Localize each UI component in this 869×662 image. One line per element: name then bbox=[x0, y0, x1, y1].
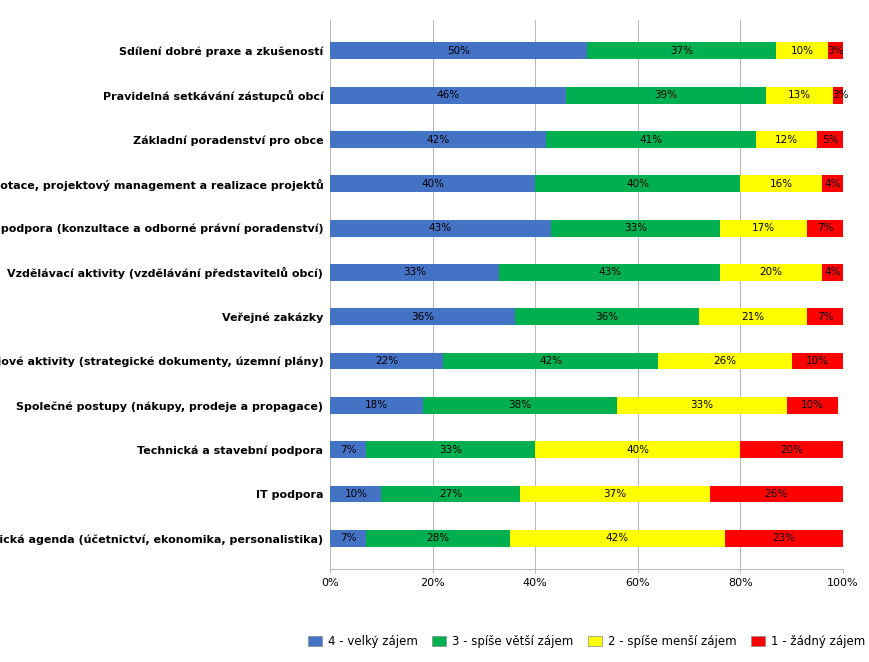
Bar bbox=[514, 308, 700, 325]
Bar bbox=[443, 353, 659, 369]
Text: 7%: 7% bbox=[340, 445, 356, 455]
Bar bbox=[776, 42, 827, 60]
Text: 42%: 42% bbox=[539, 356, 562, 366]
Bar bbox=[833, 87, 848, 104]
Bar bbox=[786, 397, 838, 414]
Bar bbox=[822, 264, 843, 281]
Bar bbox=[766, 87, 833, 104]
Text: 38%: 38% bbox=[508, 401, 532, 410]
Bar bbox=[330, 220, 551, 236]
Bar bbox=[587, 42, 776, 60]
Text: 7%: 7% bbox=[817, 312, 833, 322]
Text: 3%: 3% bbox=[827, 46, 844, 56]
Text: 43%: 43% bbox=[598, 267, 621, 277]
Text: 10%: 10% bbox=[806, 356, 829, 366]
Text: 46%: 46% bbox=[436, 90, 460, 100]
Bar bbox=[700, 308, 807, 325]
Bar bbox=[551, 220, 720, 236]
Bar bbox=[330, 308, 514, 325]
Text: 37%: 37% bbox=[603, 489, 627, 499]
Text: 27%: 27% bbox=[439, 489, 462, 499]
Bar bbox=[827, 42, 843, 60]
Bar bbox=[659, 353, 792, 369]
Text: 10%: 10% bbox=[344, 489, 368, 499]
Text: 7%: 7% bbox=[817, 223, 833, 233]
Bar bbox=[740, 175, 822, 192]
Bar bbox=[330, 175, 535, 192]
Text: 33%: 33% bbox=[403, 267, 427, 277]
Text: 10%: 10% bbox=[800, 401, 824, 410]
Text: 33%: 33% bbox=[690, 401, 713, 410]
Text: 17%: 17% bbox=[752, 223, 775, 233]
Bar bbox=[500, 264, 720, 281]
Text: 13%: 13% bbox=[788, 90, 811, 100]
Bar bbox=[330, 397, 422, 414]
Bar bbox=[807, 220, 843, 236]
Text: 41%: 41% bbox=[639, 134, 662, 144]
Bar bbox=[535, 442, 740, 458]
Bar bbox=[740, 442, 843, 458]
Bar bbox=[330, 485, 381, 502]
Bar bbox=[330, 131, 546, 148]
Text: 36%: 36% bbox=[411, 312, 434, 322]
Bar bbox=[509, 530, 725, 547]
Text: 7%: 7% bbox=[340, 534, 356, 544]
Text: 16%: 16% bbox=[770, 179, 793, 189]
Bar bbox=[792, 353, 843, 369]
Bar bbox=[756, 131, 817, 148]
Bar bbox=[566, 87, 766, 104]
Bar bbox=[330, 264, 500, 281]
Bar bbox=[807, 308, 843, 325]
Text: 33%: 33% bbox=[439, 445, 462, 455]
Bar bbox=[330, 87, 566, 104]
Text: 4%: 4% bbox=[825, 179, 841, 189]
Bar bbox=[520, 485, 710, 502]
Bar bbox=[381, 485, 520, 502]
Bar bbox=[546, 131, 756, 148]
Text: 12%: 12% bbox=[775, 134, 798, 144]
Text: 40%: 40% bbox=[627, 445, 649, 455]
Text: 28%: 28% bbox=[427, 534, 449, 544]
Text: 5%: 5% bbox=[822, 134, 839, 144]
Text: 33%: 33% bbox=[624, 223, 647, 233]
Legend: 4 - velký zájem, 3 - spíše větší zájem, 2 - spíše menší zájem, 1 - žádný zájem: 4 - velký zájem, 3 - spíše větší zájem, … bbox=[303, 630, 869, 653]
Text: 23%: 23% bbox=[773, 534, 795, 544]
Bar bbox=[817, 131, 843, 148]
Text: 43%: 43% bbox=[429, 223, 452, 233]
Text: 10%: 10% bbox=[791, 46, 813, 56]
Bar bbox=[330, 442, 366, 458]
Bar bbox=[720, 264, 822, 281]
Bar bbox=[330, 353, 443, 369]
Bar bbox=[617, 397, 786, 414]
Bar bbox=[366, 442, 535, 458]
Bar bbox=[422, 397, 617, 414]
Text: 20%: 20% bbox=[760, 267, 783, 277]
Text: 39%: 39% bbox=[654, 90, 678, 100]
Text: 40%: 40% bbox=[421, 179, 444, 189]
Text: 22%: 22% bbox=[375, 356, 398, 366]
Bar bbox=[710, 485, 843, 502]
Bar bbox=[330, 530, 366, 547]
Bar bbox=[822, 175, 843, 192]
Text: 4%: 4% bbox=[825, 267, 841, 277]
Text: 40%: 40% bbox=[627, 179, 649, 189]
Bar bbox=[366, 530, 509, 547]
Text: 50%: 50% bbox=[447, 46, 470, 56]
Text: 26%: 26% bbox=[765, 489, 788, 499]
Text: 20%: 20% bbox=[780, 445, 803, 455]
Text: 36%: 36% bbox=[595, 312, 619, 322]
Text: 21%: 21% bbox=[741, 312, 765, 322]
Text: 42%: 42% bbox=[606, 534, 629, 544]
Text: 3%: 3% bbox=[833, 90, 849, 100]
Bar bbox=[535, 175, 740, 192]
Text: 18%: 18% bbox=[365, 401, 388, 410]
Text: 26%: 26% bbox=[713, 356, 737, 366]
Bar bbox=[330, 42, 587, 60]
Text: 42%: 42% bbox=[427, 134, 449, 144]
Bar bbox=[725, 530, 843, 547]
Text: 37%: 37% bbox=[670, 46, 693, 56]
Bar bbox=[720, 220, 807, 236]
